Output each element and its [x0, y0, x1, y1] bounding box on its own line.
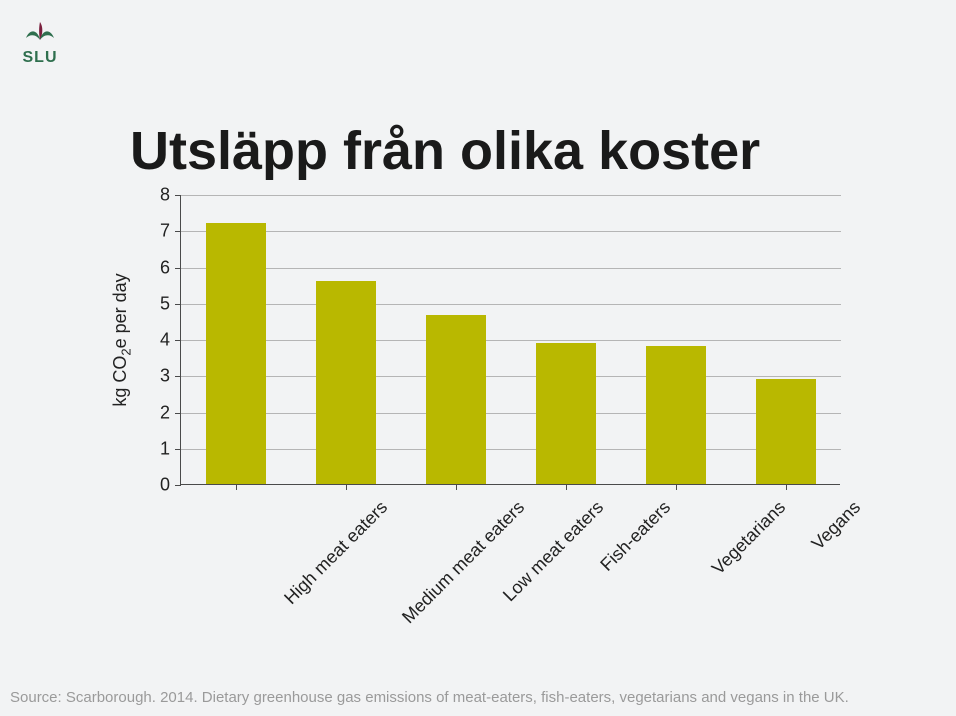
- x-tick: [456, 484, 457, 490]
- x-tick-label: Vegans: [808, 497, 865, 554]
- x-tick: [676, 484, 677, 490]
- y-tick-label: 0: [130, 475, 170, 496]
- y-tick: [175, 485, 181, 486]
- bar: [646, 346, 707, 484]
- y-tick: [175, 231, 181, 232]
- gridline: [181, 413, 841, 414]
- gridline: [181, 195, 841, 196]
- x-tick: [346, 484, 347, 490]
- chart-area: 012345678High meat eatersMedium meat eat…: [180, 195, 840, 485]
- bar: [316, 281, 377, 484]
- y-tick-label: 4: [130, 330, 170, 351]
- bar: [426, 315, 487, 484]
- y-tick: [175, 195, 181, 196]
- bar: [536, 343, 597, 484]
- x-tick-label: Medium meat eaters: [398, 497, 529, 628]
- y-tick-label: 3: [130, 366, 170, 387]
- gridline: [181, 376, 841, 377]
- chart-plot: 012345678High meat eatersMedium meat eat…: [180, 195, 840, 485]
- source-citation: Source: Scarborough. 2014. Dietary green…: [10, 689, 849, 706]
- y-tick-label: 6: [130, 257, 170, 278]
- x-tick: [786, 484, 787, 490]
- slu-logo-text: SLU: [22, 49, 58, 67]
- slu-leaf-icon: [22, 20, 58, 42]
- y-tick: [175, 413, 181, 414]
- y-tick: [175, 376, 181, 377]
- y-tick-label: 5: [130, 293, 170, 314]
- y-tick-label: 8: [130, 185, 170, 206]
- slu-logo: SLU: [22, 20, 58, 67]
- y-tick: [175, 268, 181, 269]
- x-tick-label: High meat eaters: [280, 497, 392, 609]
- y-tick: [175, 449, 181, 450]
- x-tick-label: Fish-eaters: [596, 497, 675, 576]
- y-tick-label: 2: [130, 402, 170, 423]
- gridline: [181, 340, 841, 341]
- bar: [756, 379, 817, 484]
- y-tick-label: 1: [130, 438, 170, 459]
- gridline: [181, 304, 841, 305]
- chart-title: Utsläpp från olika koster: [130, 120, 760, 182]
- y-tick: [175, 340, 181, 341]
- y-tick: [175, 304, 181, 305]
- gridline: [181, 268, 841, 269]
- x-tick: [236, 484, 237, 490]
- gridline: [181, 231, 841, 232]
- y-tick-label: 7: [130, 221, 170, 242]
- gridline: [181, 449, 841, 450]
- x-tick: [566, 484, 567, 490]
- x-tick-label: Vegetarians: [708, 497, 790, 579]
- bar: [206, 223, 267, 484]
